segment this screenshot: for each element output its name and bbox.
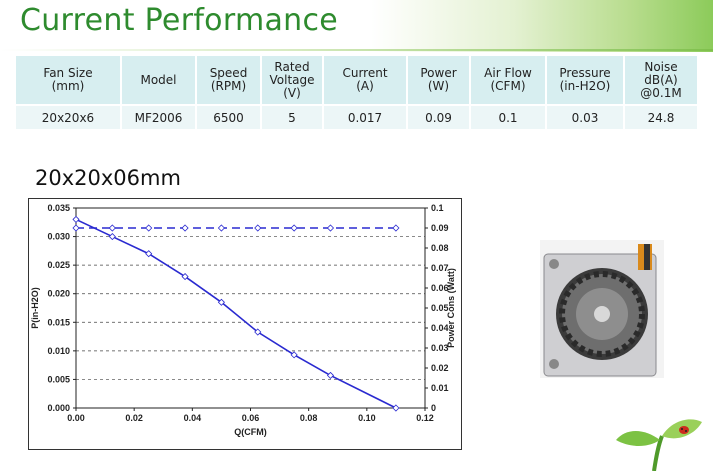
x-tick-label: 0.10 (358, 413, 376, 423)
pressure-data-point (217, 298, 225, 306)
table-row: 20x20x6 MF2006 6500 5 0.017 0.09 0.1 0.0… (16, 104, 697, 129)
y-right-tick-label: 0.01 (431, 383, 449, 393)
plot-area (75, 207, 426, 409)
pressure-data-point (326, 371, 335, 379)
y-left-tick-label: 0.025 (47, 260, 70, 270)
y-right-tick-label: 0.07 (431, 263, 449, 273)
pressure-data-point (181, 273, 189, 281)
y-left-tick-label: 0.005 (47, 374, 70, 384)
y-right-tick-label: 0.03 (431, 343, 449, 353)
power-data-point (145, 224, 153, 232)
spec-table: Fan Size (mm) Model Speed (RPM) Rated Vo… (16, 56, 697, 129)
cell-model: MF2006 (121, 104, 197, 129)
power-data-point (392, 224, 400, 232)
cell-air-flow: 0.1 (470, 104, 547, 129)
y-right-tick-label: 0.06 (431, 283, 449, 293)
y-right-tick-label: 0.02 (431, 363, 449, 373)
y-left-tick-label: 0.015 (47, 317, 70, 327)
power-data-point (217, 224, 225, 232)
pressure-data-point (290, 351, 298, 359)
y-left-tick-label: 0.000 (47, 403, 70, 413)
header-divider (0, 49, 713, 51)
x-tick-label: 0.08 (300, 413, 318, 423)
y-right-tick-label: 0.08 (431, 243, 449, 253)
power-data-point (290, 224, 298, 232)
x-axis-label: Q(CFM) (234, 427, 267, 437)
column-header-speed: Speed (RPM) (196, 56, 262, 105)
pressure-data-point (254, 328, 262, 336)
y-left-tick-label: 0.010 (47, 346, 70, 356)
power-data-point (254, 224, 262, 232)
y-left-tick-label: 0.035 (47, 203, 70, 213)
power-data-point (326, 224, 335, 232)
column-header-noise: Noise dB(A) @0.1M (624, 56, 697, 105)
column-header-rated-voltage: Rated Voltage (V) (261, 56, 324, 105)
cell-current: 0.017 (323, 104, 408, 129)
column-header-pressure: Pressure (in-H2O) (546, 56, 625, 105)
leaf-sprout-decoration (616, 419, 702, 471)
cell-fan-size: 20x20x6 (16, 104, 122, 129)
power-data-point (108, 224, 116, 232)
column-header-fan-size: Fan Size (mm) (16, 56, 122, 105)
y-right-tick-label: 0.1 (431, 203, 444, 213)
y-right-tick-label: 0.05 (431, 303, 449, 313)
y-right-axis-label: Power Cons (Watt) (446, 268, 456, 348)
y-left-tick-label: 0.030 (47, 232, 70, 242)
pressure-data-point (145, 250, 153, 258)
table-header-row: Fan Size (mm) Model Speed (RPM) Rated Vo… (16, 56, 697, 105)
x-tick-label: 0.06 (242, 413, 260, 423)
x-tick-label: 0.02 (125, 413, 143, 423)
cell-pressure: 0.03 (546, 104, 625, 129)
cell-noise: 24.8 (624, 104, 697, 129)
x-tick-label: 0.12 (416, 413, 434, 423)
header-banner (0, 0, 713, 52)
pressure-data-point (392, 404, 400, 412)
y-left-axis-label: P(in-H2O) (30, 287, 40, 329)
y-right-tick-label: 0 (431, 403, 436, 413)
pressure-data-point (72, 215, 80, 223)
y-right-tick-label: 0.09 (431, 223, 449, 233)
column-header-power: Power (W) (407, 56, 471, 105)
column-header-current: Current (A) (323, 56, 408, 105)
cell-speed: 6500 (196, 104, 262, 129)
y-left-tick-label: 0.020 (47, 289, 70, 299)
page-title: Current Performance (20, 3, 339, 38)
product-photo (540, 240, 664, 378)
column-header-model: Model (121, 56, 197, 105)
cell-power: 0.09 (407, 104, 471, 129)
column-header-air-flow: Air Flow (CFM) (470, 56, 547, 105)
cell-rated-voltage: 5 (261, 104, 324, 129)
power-data-point (72, 224, 80, 232)
power-data-point (181, 224, 189, 232)
pressure-data-point (108, 233, 116, 241)
y-right-tick-label: 0.04 (431, 323, 449, 333)
performance-chart: 0.00 0.02 0.04 0.06 0.08 0.10 0.120.0000.0050.… (30, 203, 456, 437)
x-tick-label: 0.04 (184, 413, 202, 423)
x-tick-label: 0.00 (67, 413, 85, 423)
chart-title: 20x20x06mm (35, 166, 181, 190)
